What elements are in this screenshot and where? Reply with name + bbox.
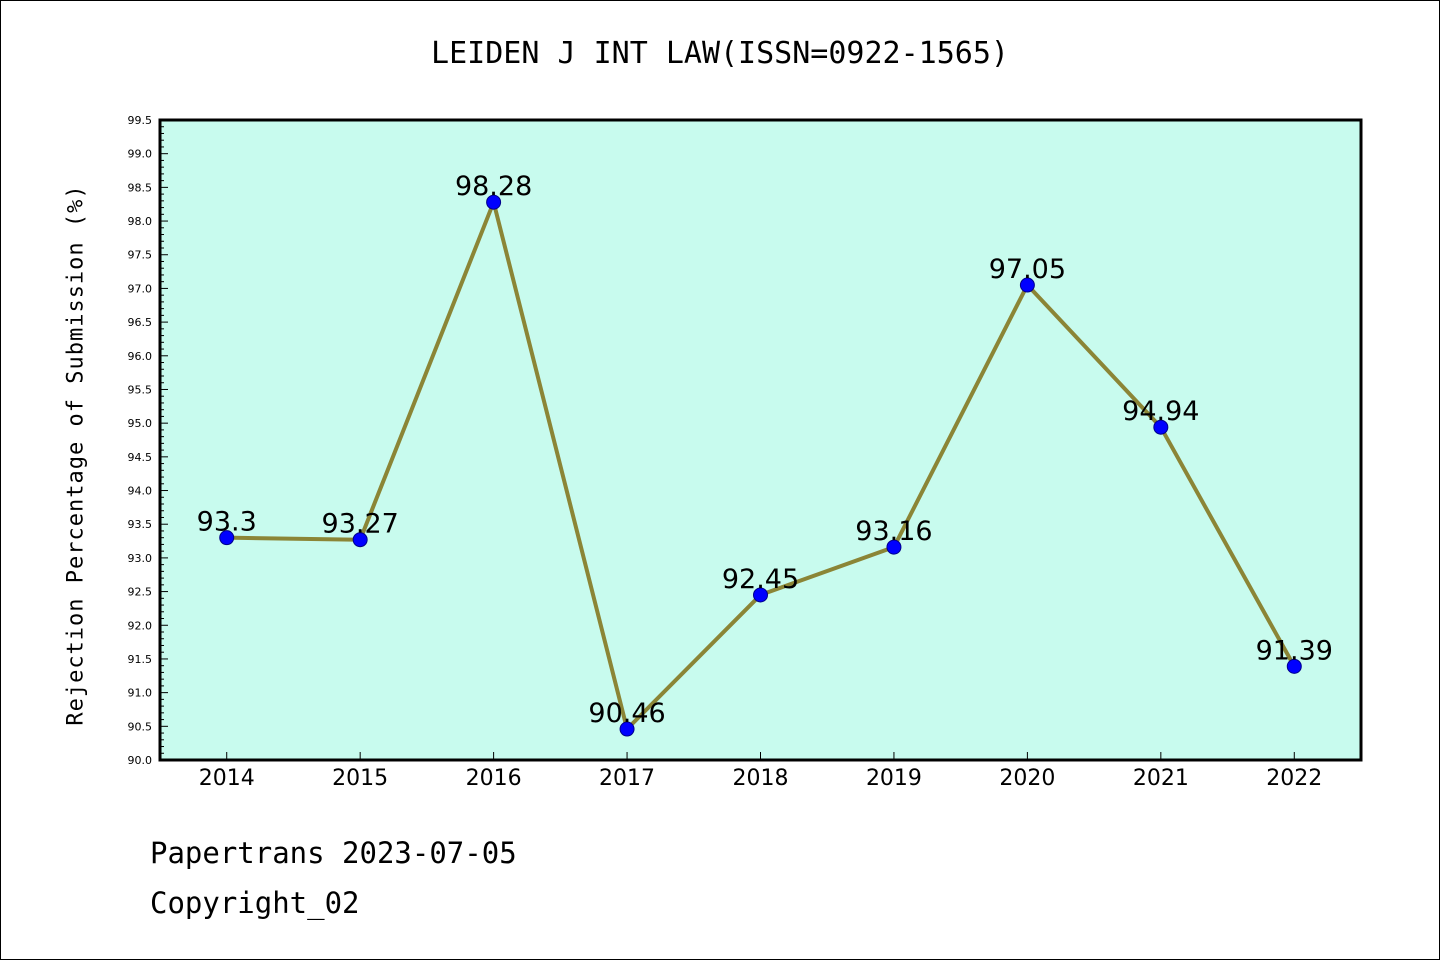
chart-title: LEIDEN J INT LAW(ISSN=0922-1565) [431, 36, 1009, 71]
y-tick-label: 98.0 [128, 215, 153, 228]
plot-border [158, 118, 1363, 762]
y-tick-label: 95.0 [128, 417, 153, 430]
y-tick-label: 91.0 [128, 687, 153, 700]
y-tick-label: 93.0 [128, 552, 153, 565]
plot-area [160, 120, 1361, 760]
data-point [219, 530, 235, 546]
y-tick-label: 94.5 [128, 451, 153, 464]
footer-date: Papertrans 2023-07-05 [150, 836, 517, 870]
data-label: 92.45 [722, 564, 799, 595]
y-tick-label: 95.5 [128, 383, 153, 396]
series-layer: 93.3 93.27 98.28 90.46 92.45 93.16 97.05 94.94 9… [197, 171, 1333, 737]
x-tick-label: 2017 [599, 766, 655, 791]
x-tick-label: 2019 [866, 766, 922, 791]
x-tick-label: 2015 [332, 766, 388, 791]
data-label: 97.05 [989, 254, 1066, 285]
y-tick-label: 99.0 [128, 148, 153, 161]
data-point [1019, 277, 1035, 293]
y-tick-label: 94.0 [128, 485, 153, 498]
x-tick-label: 2021 [1133, 766, 1189, 791]
data-label: 93.27 [322, 509, 399, 540]
y-tick-label: 97.0 [128, 282, 153, 295]
x-tick-label: 2014 [199, 766, 255, 791]
x-axis-ticks: 2014 2015 2016 2017 2018 2019 2020 2021 2022 [199, 752, 1322, 791]
data-point [486, 194, 502, 210]
data-label: 91.39 [1256, 635, 1333, 666]
y-tick-label: 99.5 [128, 114, 153, 127]
x-tick-label: 2016 [466, 766, 522, 791]
y-tick-label: 93.5 [128, 518, 153, 531]
data-point [886, 539, 902, 555]
y-tick-label: 91.5 [128, 653, 153, 666]
data-point [352, 532, 368, 548]
x-tick-label: 2018 [733, 766, 789, 791]
data-point [619, 721, 635, 737]
footer-copyright: Copyright_02 [150, 886, 360, 920]
y-tick-label: 96.5 [128, 316, 153, 329]
x-tick-label: 2022 [1266, 766, 1322, 791]
data-point [753, 587, 768, 603]
y-tick-label: 92.0 [128, 619, 153, 632]
data-label: 90.46 [588, 698, 665, 729]
y-tick-label: 90.0 [128, 754, 153, 767]
data-point [1153, 419, 1169, 435]
data-label: 93.3 [197, 507, 257, 538]
y-axis-ticks: 90.0 90.5 91.0 91.5 92.0 92.5 93.0 93.5 94.0 94.5… [128, 114, 168, 767]
y-tick-label: 96.0 [128, 350, 153, 363]
data-label: 93.16 [855, 516, 932, 547]
data-point [1286, 658, 1302, 674]
y-tick-label: 97.5 [128, 249, 153, 262]
x-tick-label: 2020 [999, 766, 1055, 791]
y-tick-label: 90.5 [128, 720, 153, 733]
y-tick-label: 92.5 [128, 586, 153, 599]
data-label: 98.28 [455, 171, 532, 202]
y-tick-label: 98.5 [128, 181, 153, 194]
data-label: 94.94 [1122, 396, 1199, 427]
